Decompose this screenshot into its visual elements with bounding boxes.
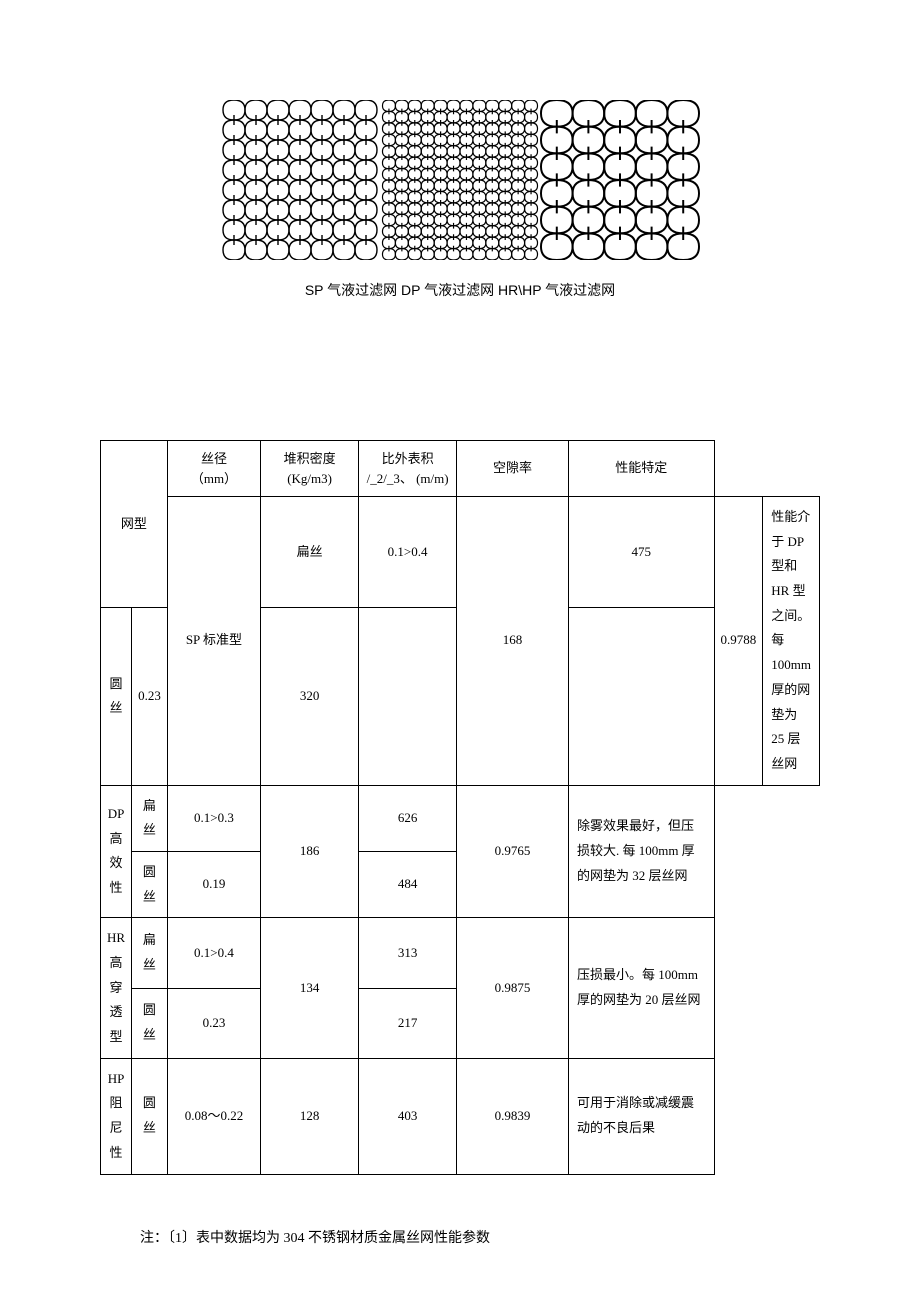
cell-diameter: 0.19 xyxy=(167,851,260,917)
header-surface: 比外表积 /_2/_3、 (m/m) xyxy=(359,441,457,497)
cell-mesh-type: SP 标准型 xyxy=(167,497,260,786)
cell-density: 134 xyxy=(261,918,359,1058)
cell-porosity: 0.9875 xyxy=(457,918,569,1058)
cell-diameter: 0.23 xyxy=(132,608,168,785)
cell-surface: 475 xyxy=(568,497,714,608)
cell-density: 186 xyxy=(261,785,359,918)
cell-wire-type: 圆丝 xyxy=(101,608,132,785)
cell-wire-type: 扁丝 xyxy=(132,785,168,851)
mesh-hr-illustration xyxy=(540,100,700,260)
header-density-unit: (Kg/m3) xyxy=(287,471,332,486)
footnote: 注：〔1〕表中数据均为 304 不锈钢材质金属丝网性能参数 xyxy=(140,1225,820,1253)
cell-wire-type: 圆丝 xyxy=(132,851,168,917)
cell-performance: 性能介于 DP 型和 HR 型之间。每 100mm 厚的网垫为 25 层丝网 xyxy=(763,497,820,786)
header-diameter: 丝径 （mm） xyxy=(167,441,260,497)
header-diameter-unit: （mm） xyxy=(191,471,237,486)
cell-diameter: 0.08〜0.22 xyxy=(167,1058,260,1174)
header-performance: 性能特定 xyxy=(568,441,714,497)
cell-density: 128 xyxy=(261,1058,359,1174)
header-diameter-label: 丝径 xyxy=(201,451,227,466)
header-density: 堆积密度 (Kg/m3) xyxy=(261,441,359,497)
cell-wire-type: 圆丝 xyxy=(132,988,168,1058)
cell-diameter: 0.1>0.4 xyxy=(359,497,457,608)
cell-porosity: 0.9788 xyxy=(714,497,763,786)
cell-surface: 626 xyxy=(359,785,457,851)
cell-surface: 320 xyxy=(261,608,359,785)
mesh-caption: SP 气液过滤网 DP 气液过滤网 HR\HP 气液过滤网 xyxy=(100,280,820,300)
header-porosity: 空隙率 xyxy=(457,441,569,497)
cell-surface: 484 xyxy=(359,851,457,917)
cell-performance: 除雾效果最好，但压损较大. 每 100mm 厚的网垫为 32 层丝网 xyxy=(568,785,714,918)
cell-density: 168 xyxy=(457,497,569,786)
spec-table: 网型 丝径 （mm） 堆积密度 (Kg/m3) 比外表积 /_2/_3、 (m/… xyxy=(100,440,820,1175)
cell-wire-type: 扁丝 xyxy=(132,918,168,988)
mesh-dp-illustration xyxy=(380,100,540,260)
cell-surface: 313 xyxy=(359,918,457,988)
cell-surface: 217 xyxy=(359,988,457,1058)
cell-performance: 压损最小。每 100mm 厚的网垫为 20 层丝网 xyxy=(568,918,714,1058)
cell-mesh-type: HP 阻尼性 xyxy=(101,1058,132,1174)
cell-porosity: 0.9765 xyxy=(457,785,569,918)
cell-mesh-type: HR 高穿透型 xyxy=(101,918,132,1058)
mesh-sp-illustration xyxy=(220,100,380,260)
mesh-illustrations xyxy=(100,100,820,260)
header-surface-label: 比外表积 xyxy=(382,451,434,466)
header-surface-unit: /_2/_3、 (m/m) xyxy=(367,471,449,486)
cell-diameter: 0.1>0.3 xyxy=(167,785,260,851)
cell-wire-type: 扁丝 xyxy=(261,497,359,608)
header-density-label: 堆积密度 xyxy=(284,451,336,466)
cell-mesh-type: DP 高效性 xyxy=(101,785,132,918)
cell-performance: 可用于消除或减缓震动的不良后果 xyxy=(568,1058,714,1174)
cell-surface: 403 xyxy=(359,1058,457,1174)
cell-diameter: 0.1>0.4 xyxy=(167,918,260,988)
cell-porosity: 0.9839 xyxy=(457,1058,569,1174)
header-mesh-type: 网型 xyxy=(101,441,168,608)
cell-wire-type: 圆丝 xyxy=(132,1058,168,1174)
cell-diameter: 0.23 xyxy=(167,988,260,1058)
